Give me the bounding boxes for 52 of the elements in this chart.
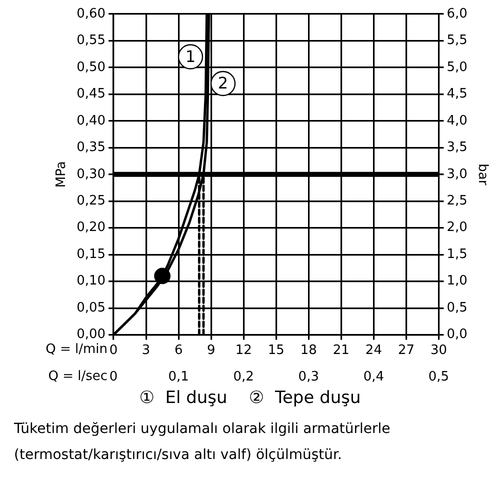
x2-tick-label: 0,2 [233, 370, 254, 385]
x-tick-label: 6 [174, 342, 183, 358]
y-tick-label: 0,50 [76, 60, 106, 75]
y-tick-label: 0,60 [76, 6, 106, 22]
y2-tick-label: 0,5 [446, 300, 468, 316]
x2-tick-label: 0,4 [363, 370, 384, 385]
y2-tick-label: 3,5 [446, 140, 468, 156]
y2-tick-label: 4,0 [446, 113, 468, 128]
y-tick-label: 0,45 [76, 86, 106, 102]
x-tick-label: 9 [206, 342, 216, 358]
x-tick-label: 3 [142, 342, 150, 358]
text: ① El duşu ② Tepe duşu [138, 388, 362, 408]
annotation: 1 [185, 46, 196, 66]
y-tick-label: 0,10 [76, 274, 106, 289]
text: Tüketim değerleri uygulamalı olarak ilgili armatürlerle [14, 420, 392, 439]
annotation: 2 [218, 74, 228, 93]
y-tick-label: 0,35 [76, 140, 106, 156]
y-tick-label: 0,20 [76, 220, 106, 236]
y-tick-label: 0,30 [76, 166, 106, 182]
x-axis-title: Q = l/min [46, 342, 108, 358]
y2-tick-label: 6,0 [446, 6, 468, 22]
y2-tick-label: 0,0 [446, 327, 468, 342]
x-tick-label: 15 [268, 342, 284, 358]
y2-tick-label: 5,0 [446, 60, 468, 75]
x2-axis-title: Q = l/sec [48, 368, 108, 384]
x-tick-label: 30 [430, 342, 447, 358]
y-tick-label: 0,40 [76, 113, 106, 128]
x-tick-label: 21 [332, 342, 350, 358]
y2-tick-label: 1,5 [446, 246, 468, 262]
x-tick-label: 27 [398, 342, 414, 358]
y2-tick-label: 3,0 [446, 166, 468, 182]
y-axis-title: MPa [54, 161, 70, 188]
y2-tick-label: 4,5 [446, 86, 468, 102]
y-tick-label: 0,15 [76, 246, 106, 262]
y-tick-label: 0,25 [76, 194, 106, 209]
x-tick-label: 12 [235, 342, 252, 358]
y-tick-label: 0,05 [76, 300, 106, 316]
y2-tick-label: 1,0 [446, 274, 468, 289]
y-tick-label: 0,00 [76, 327, 106, 342]
y2-tick-label: 5,5 [446, 33, 468, 48]
y2-tick-label: 2,0 [446, 220, 468, 236]
y-tick-label: 0,55 [76, 33, 106, 48]
x-tick-label: 24 [365, 342, 382, 358]
x2-tick-label: 0,1 [168, 370, 189, 385]
y2-tick-label: 2,5 [446, 194, 468, 209]
x-tick-label: 0 [109, 342, 118, 358]
x2-tick-label: 0,5 [428, 370, 450, 385]
x2-tick-label: 0 [109, 370, 118, 385]
x-tick-label: 18 [300, 342, 317, 358]
x2-tick-label: 0,3 [298, 370, 319, 385]
y2-axis-title: bar [474, 164, 490, 186]
text: (termostat/karıştırıcı/sıva altı valf) ölçülmüştür. [14, 446, 343, 465]
